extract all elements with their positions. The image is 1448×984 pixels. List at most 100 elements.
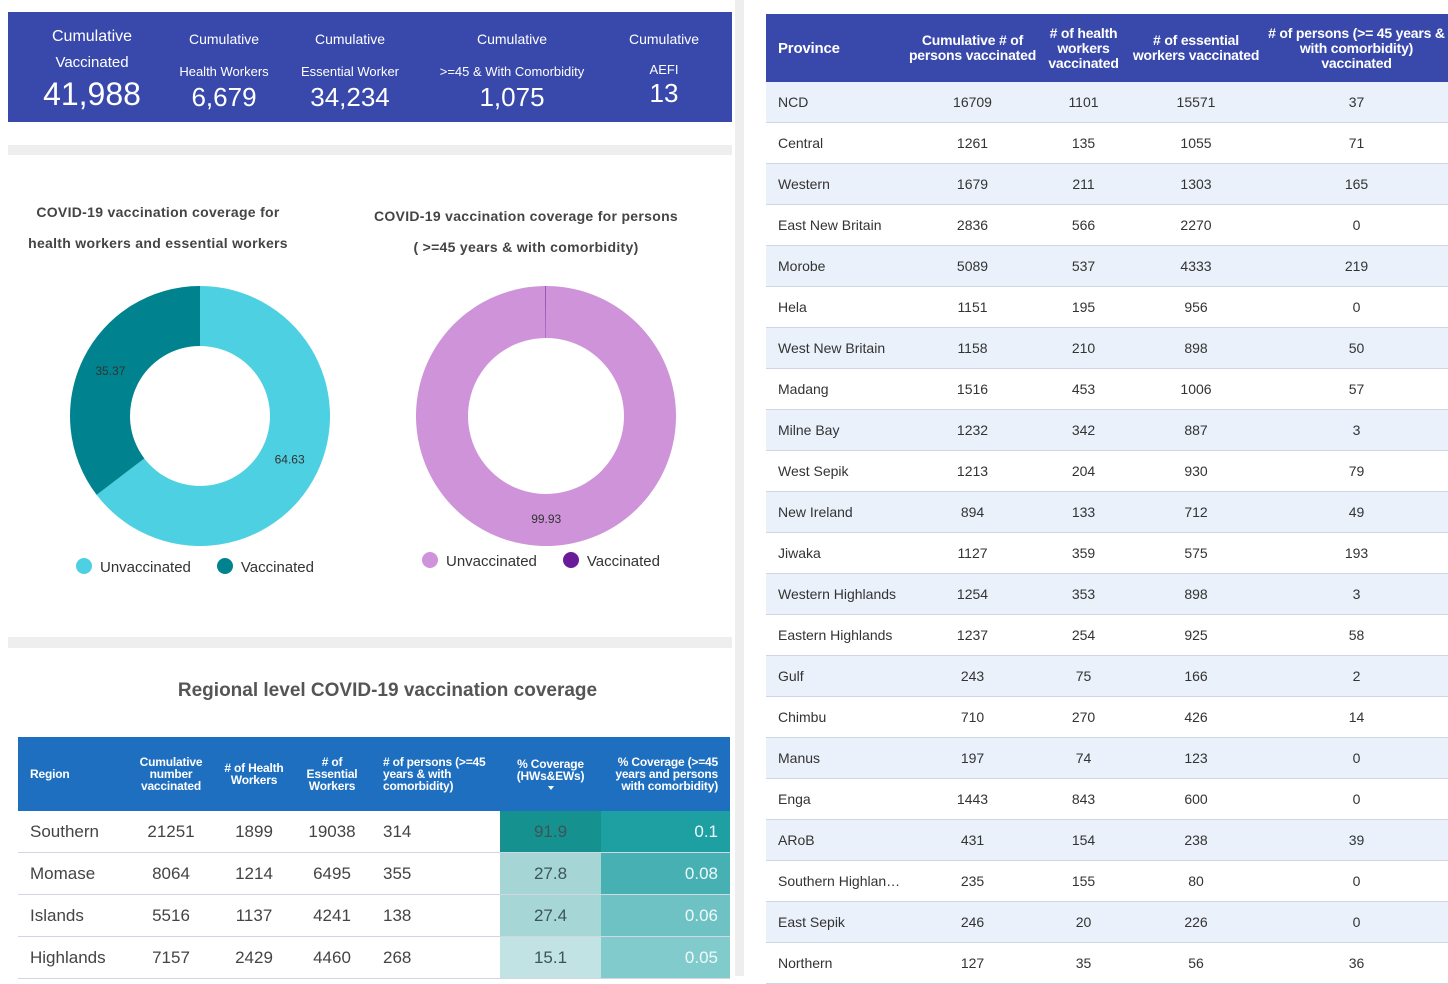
table-cell: West New Britain <box>766 328 905 369</box>
column-header: Region <box>18 737 130 811</box>
donut-slice <box>415 286 676 546</box>
table-cell: Northern <box>766 943 905 984</box>
table-cell: 91.9 <box>500 811 601 853</box>
table-cell: 1158 <box>905 328 1040 369</box>
legend-label: Unvaccinated <box>100 559 191 576</box>
table-cell: 21251 <box>130 811 212 853</box>
table-cell: 6495 <box>296 853 368 895</box>
table-cell: 0.06 <box>601 895 730 937</box>
column-header: # of health workers vaccinated <box>1040 14 1127 82</box>
table-cell: 426 <box>1127 697 1265 738</box>
table-cell: 353 <box>1040 574 1127 615</box>
table-cell: 1516 <box>905 369 1040 410</box>
column-header: # of Health Workers <box>212 737 296 811</box>
legend-label: Vaccinated <box>586 553 660 570</box>
table-cell: 58 <box>1265 615 1448 656</box>
table-cell: 5516 <box>130 895 212 937</box>
table-cell: 193 <box>1265 533 1448 574</box>
table-cell: 7157 <box>130 937 212 979</box>
table-cell: 925 <box>1127 615 1265 656</box>
separator <box>8 637 732 648</box>
table-cell: 930 <box>1127 451 1265 492</box>
data-label: 64.63 <box>275 453 305 467</box>
column-header: # of persons (>=45 years & with comorbid… <box>368 737 500 811</box>
table-cell: 254 <box>1040 615 1127 656</box>
table-cell: 35 <box>1040 943 1127 984</box>
kpi-subtitle: AEFI <box>649 62 679 77</box>
table-cell: 0 <box>1265 287 1448 328</box>
legend: Unvaccinated Vaccinated <box>422 552 660 570</box>
chart-title: COVID-19 vaccination coverage for health… <box>28 204 288 251</box>
table-cell: 268 <box>368 937 500 979</box>
table-cell: 36 <box>1265 943 1448 984</box>
table-cell: Gulf <box>766 656 905 697</box>
table-cell: 219 <box>1265 246 1448 287</box>
table-cell: 1006 <box>1127 369 1265 410</box>
table-cell: 0 <box>1265 861 1448 902</box>
table-cell: 0 <box>1265 738 1448 779</box>
table-cell: 0 <box>1265 779 1448 820</box>
table-cell: 127 <box>905 943 1040 984</box>
donut-chart: 99.93 <box>415 286 676 546</box>
column-header: # of persons (>= 45 years & with comorbi… <box>1265 14 1448 82</box>
kpi-value: 13 <box>649 78 679 108</box>
table-cell: 843 <box>1040 779 1127 820</box>
table-cell: 1254 <box>905 574 1040 615</box>
column-header: # of essential workers vaccinated <box>1127 14 1265 82</box>
kpi-band <box>8 12 732 122</box>
legend-swatch <box>422 552 438 568</box>
table-cell: 49 <box>1265 492 1448 533</box>
table-cell: 15.1 <box>500 937 601 979</box>
kpi-subtitle: Vaccinated <box>55 54 129 71</box>
table-cell: 75 <box>1040 656 1127 697</box>
kpi-value: 1,075 <box>479 82 545 112</box>
donut-slice <box>69 286 200 495</box>
province-table: Province Cumulative # of persons vaccinat… <box>766 14 1448 984</box>
table-cell: 1127 <box>905 533 1040 574</box>
table-cell: 2270 <box>1127 205 1265 246</box>
table-cell: 894 <box>905 492 1040 533</box>
table-cell: Western Highlands <box>766 574 905 615</box>
header-text: % Coverage (HWs&EWs) <box>516 757 585 783</box>
table-cell: 74 <box>1040 738 1127 779</box>
table-cell: 4333 <box>1127 246 1265 287</box>
table-cell: 710 <box>905 697 1040 738</box>
table-cell: 2 <box>1265 656 1448 697</box>
table-cell: 154 <box>1040 820 1127 861</box>
table-cell: 155 <box>1040 861 1127 902</box>
kpi-subtitle: Health Workers <box>179 64 269 79</box>
table-cell: 4241 <box>296 895 368 937</box>
header-text: Region <box>30 767 70 781</box>
donut-chart: 64.63 35.37 <box>69 286 330 546</box>
column-header: % Coverage (>=45 years and persons with … <box>601 737 730 811</box>
table-cell: Southern <box>18 811 130 853</box>
table-cell: 956 <box>1127 287 1265 328</box>
kpi-value: 34,234 <box>310 82 390 112</box>
table-cell: 204 <box>1040 451 1127 492</box>
table-cell: Islands <box>18 895 130 937</box>
table-cell: 1443 <box>905 779 1040 820</box>
header-text: # of Essential Workers <box>306 755 358 793</box>
header-text: % Coverage (>=45 years and persons with … <box>615 755 718 793</box>
table-cell: 600 <box>1127 779 1265 820</box>
table-cell: 0 <box>1265 902 1448 943</box>
table-cell: 246 <box>905 902 1040 943</box>
table-cell: 1899 <box>212 811 296 853</box>
regional-table: Region Cumulative number vaccinated # of H… <box>18 737 730 979</box>
table-cell: Madang <box>766 369 905 410</box>
table-cell: 887 <box>1127 410 1265 451</box>
table-cell: 1261 <box>905 123 1040 164</box>
kpi-title: Cumulative <box>628 31 700 47</box>
table-cell: 1055 <box>1127 123 1265 164</box>
table-cell: 14 <box>1265 697 1448 738</box>
table-cell: 898 <box>1127 574 1265 615</box>
table-cell: 226 <box>1127 902 1265 943</box>
table-cell: 2836 <box>905 205 1040 246</box>
table-cell: 0.08 <box>601 853 730 895</box>
table-cell: 1679 <box>905 164 1040 205</box>
kpi-title: Cumulative <box>188 31 260 47</box>
table-cell: 138 <box>368 895 500 937</box>
kpi-value: 41,988 <box>43 76 141 112</box>
legend: Unvaccinated Vaccinated <box>76 558 314 576</box>
table-cell: 19038 <box>296 811 368 853</box>
